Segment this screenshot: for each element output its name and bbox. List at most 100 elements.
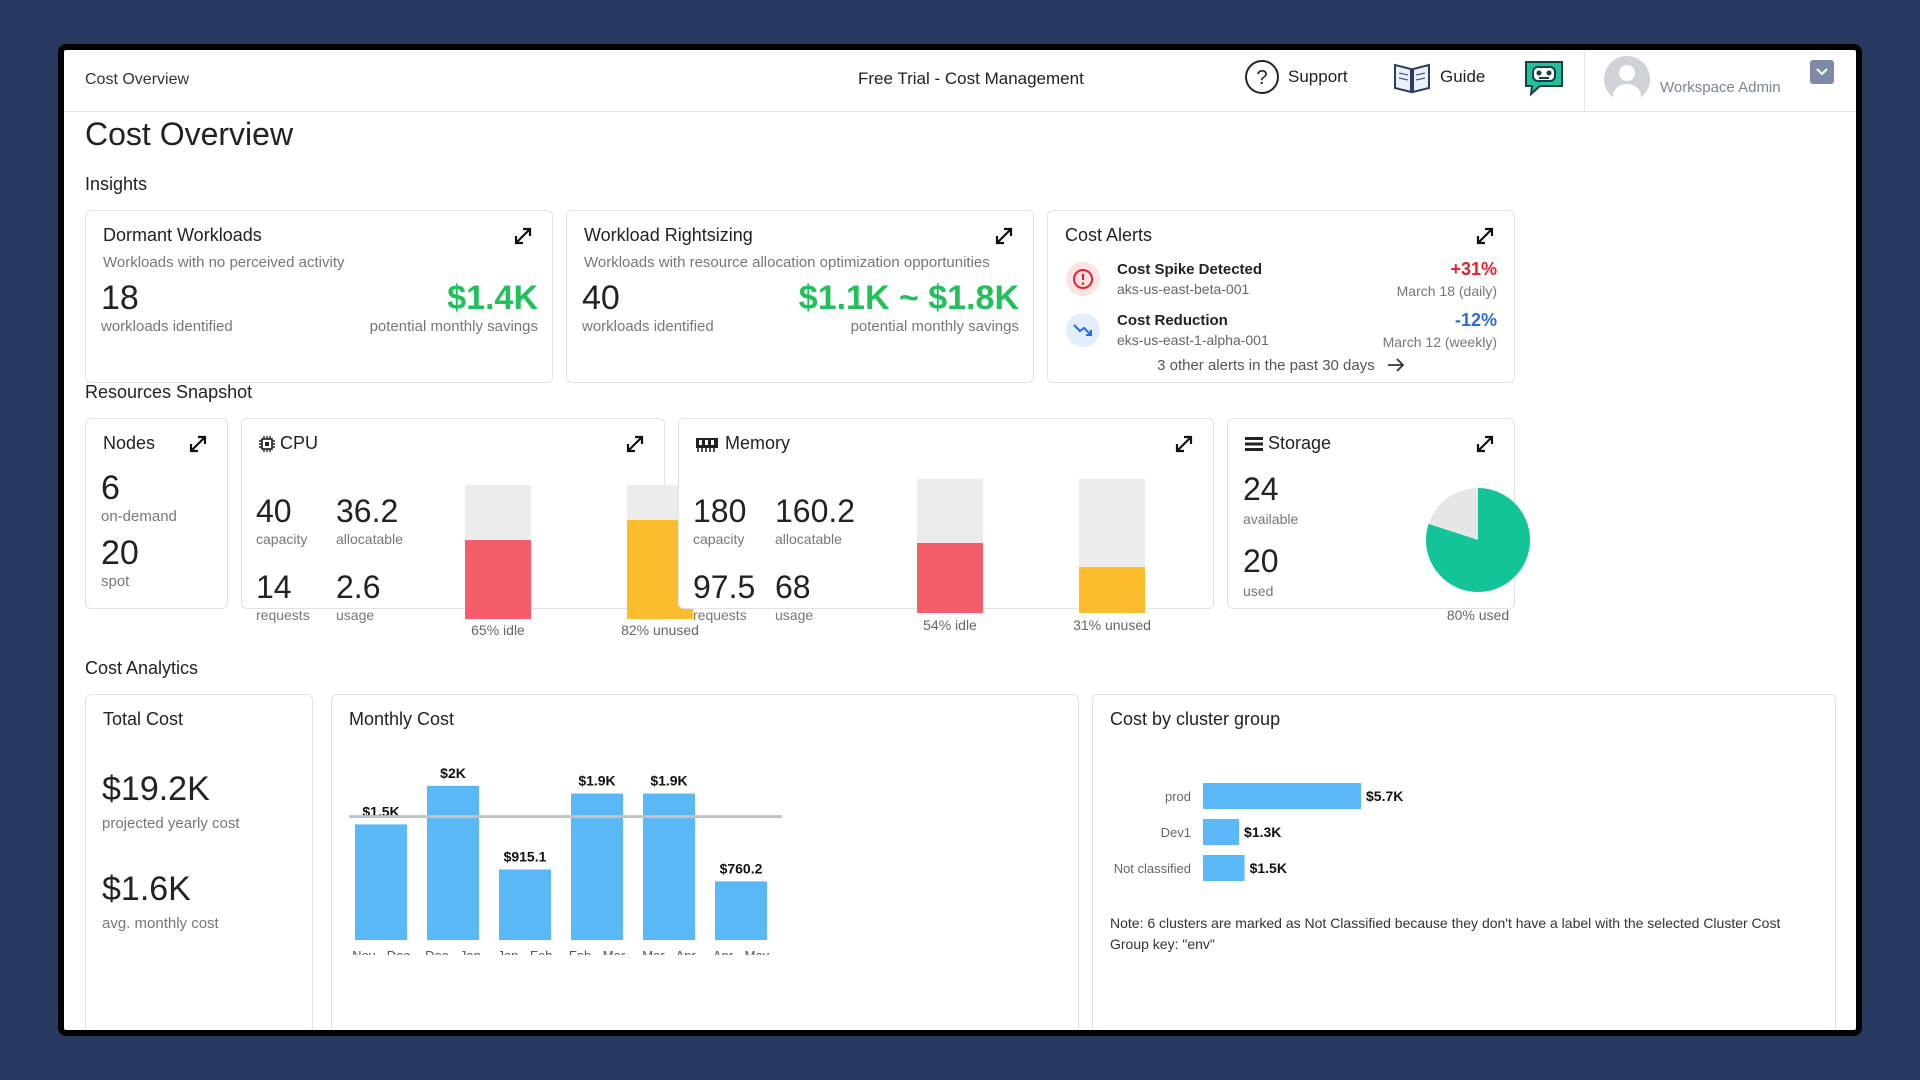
nodes-spot-label: spot [101,573,130,590]
y-tick-label: prod [1165,789,1191,804]
yearly-cost-label: projected yearly cost [102,815,240,832]
cpu-idle-label: 65% idle [471,622,525,638]
cluster-cost-card: Cost by cluster group prod $5.7K Dev1 $1.3K… [1092,694,1836,1030]
bar [499,869,551,940]
memory-usage-label: usage [775,607,814,623]
alert-item-reduction[interactable]: Cost Reduction eks-us-east-1-alpha-001 -… [1065,310,1497,358]
cpu-unused-label: 82% unused [621,622,699,638]
guide-label: Guide [1440,67,1486,86]
bar-value-label: $1.3K [1244,824,1281,840]
bar-value-label: $1.9K [650,773,687,789]
yearly-cost: $19.2K [102,770,210,808]
rightsizing-card: Workload Rightsizing Workloads with reso… [566,210,1034,383]
x-tick-label: Dec - Jan [425,948,481,955]
expand-icon[interactable] [1474,433,1496,455]
memory-unused-label: 31% unused [1073,617,1151,633]
bar [1203,855,1245,881]
y-tick-label: Not classified [1114,861,1191,876]
section-analytics: Cost Analytics [85,658,199,678]
dormant-count: 18 [101,279,139,317]
alert-change: +31% [1450,259,1497,279]
nodes-ondemand: 6 [101,469,120,507]
expand-icon[interactable] [1474,225,1496,247]
cpu-usage: 2.6 [336,569,381,605]
memory-usage: 68 [775,569,811,605]
card-title: Workload Rightsizing [584,225,753,245]
more-alerts-link[interactable]: 3 other alerts in the past 30 days [1048,357,1514,374]
x-tick-label: Nov - Dec [352,948,410,955]
memory-unused-bar [1079,479,1145,613]
cpu-idle-bar [465,485,531,619]
memory-requests-label: requests [693,607,747,623]
guide-button[interactable]: Guide [1392,59,1485,95]
card-title: Cost by cluster group [1110,709,1281,729]
user-menu[interactable]: Workspace Admin [1604,56,1781,102]
header-divider [1584,50,1585,112]
dormant-workloads-card: Dormant Workloads Workloads with no perc… [85,210,553,383]
cpu-capacity-label: capacity [256,531,308,547]
support-button[interactable]: ? Support [1244,59,1348,95]
bar-value-label: $2K [440,765,466,781]
expand-icon[interactable] [993,225,1015,247]
nodes-spot: 20 [101,534,139,572]
monthly-cost-card: Monthly Cost $1.5KNov - Dec$2KDec - Jan$… [331,694,1079,1030]
alert-circle-icon [1066,262,1100,296]
chat-robot-icon [1525,61,1563,97]
bar [1203,783,1361,809]
memory-capacity: 180 [693,493,747,529]
monthly-avg-cost-label: avg. monthly cost [102,915,219,932]
memory-capacity-label: capacity [693,531,745,547]
x-tick-label: Jan - Feb [498,948,553,955]
y-tick-label: Dev1 [1161,825,1191,840]
expand-icon[interactable] [1173,433,1195,455]
bar [1203,819,1240,845]
chatbot-button[interactable] [1522,56,1566,100]
total-cost-card: Total Cost $19.2K projected yearly cost … [85,694,313,1030]
monthly-avg-cost: $1.6K [102,870,191,908]
rightsizing-count-label: workloads identified [582,318,714,335]
user-name: Workspace Admin [1660,78,1781,96]
card-subtitle: Workloads with no perceived activity [103,254,345,271]
card-title: Storage [1244,433,1331,454]
dormant-savings: $1.4K [447,279,538,317]
card-title: Cost Alerts [1065,225,1153,245]
app-title: Free Trial - Cost Management [858,69,1084,88]
expand-icon[interactable] [624,433,646,455]
cpu-requests: 14 [256,569,292,605]
alert-item-spike[interactable]: Cost Spike Detected aks-us-east-beta-001… [1065,259,1497,307]
alert-date: March 12 (weekly) [1382,334,1497,350]
rightsizing-savings-label: potential monthly savings [850,318,1019,335]
card-title: Nodes [103,433,156,453]
x-tick-label: Mar - Apr [642,948,696,955]
card-title: CPU [258,433,318,454]
dormant-savings-label: potential monthly savings [369,318,538,335]
cpu-idle-fill [465,539,531,619]
storage-list-icon [1245,436,1263,451]
chevron-down-icon [1816,68,1828,76]
cpu-title: CPU [280,433,319,453]
card-title: Total Cost [103,709,184,729]
cpu-capacity: 40 [256,493,292,529]
memory-card: Memory 180 capacity 160.2 allocatable 97… [678,418,1214,633]
bar [427,785,479,940]
memory-unused-fill [1079,567,1145,613]
cpu-card: CPU 40 capacity 36.2 allocatable 14 requ… [241,418,699,638]
bar-value-label: $1.9K [578,773,615,789]
user-dropdown-button[interactable] [1810,60,1834,84]
expand-icon[interactable] [187,433,209,455]
alert-cluster: aks-us-east-beta-001 [1117,281,1250,297]
breadcrumb[interactable]: Cost Overview [85,71,190,88]
storage-used-label: used [1243,583,1274,599]
card-title: Monthly Cost [349,709,455,729]
expand-icon[interactable] [512,225,534,247]
card-title: Dormant Workloads [103,225,262,245]
memory-allocatable-label: allocatable [775,531,842,547]
storage-title: Storage [1268,433,1332,453]
avatar [1604,56,1650,102]
x-tick-label: Feb - Mar [569,948,626,955]
storage-used: 20 [1243,543,1279,579]
memory-idle-fill [917,543,983,613]
bar-value-label: $1.5K [1250,860,1287,876]
card-title: Memory [695,433,790,454]
cluster-note: Note: 6 clusters are marked as Not Class… [1110,915,1781,952]
